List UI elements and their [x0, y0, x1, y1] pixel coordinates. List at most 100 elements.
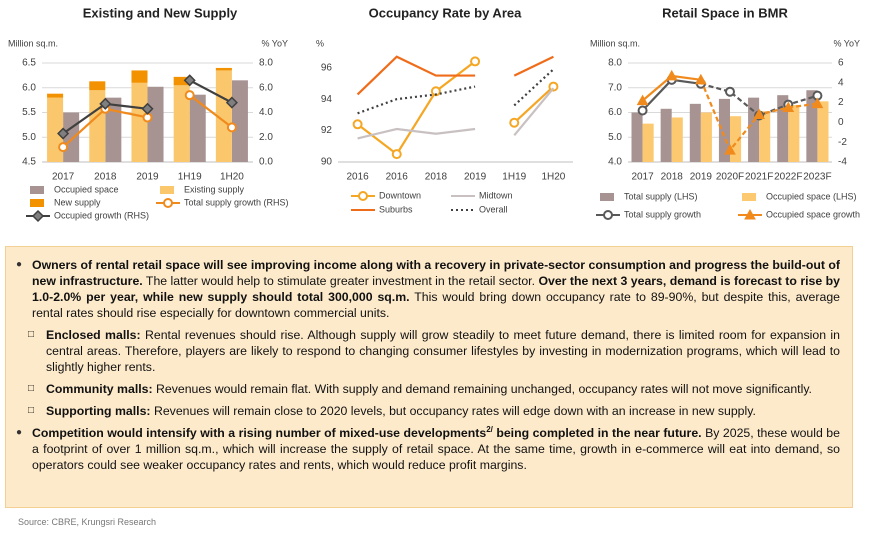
y2-tick-label: 2 [838, 97, 844, 108]
y2-tick-label: 6.0 [259, 82, 273, 93]
bar [817, 101, 829, 162]
sub-bullet: Supporting malls: Revenues will remain c… [18, 403, 840, 419]
y-tick-label: 4.5 [22, 157, 36, 168]
x-tick-label: 2016 [386, 172, 409, 183]
bar [730, 116, 742, 162]
line [189, 79, 233, 104]
text-run: The latter would help to stimulate great… [142, 274, 539, 288]
text-run: Rental revenues should rise. Although su… [46, 328, 840, 374]
line [513, 85, 555, 124]
x-tick-label: 2018 [425, 172, 448, 183]
marker [226, 122, 237, 133]
marker [358, 191, 368, 201]
y-tick-label: 4.0 [608, 157, 622, 168]
x-tick-label: 1H20 [220, 172, 244, 183]
marker [470, 56, 481, 67]
chart-title: Occupancy Rate by Area [369, 5, 522, 20]
text-run: Supporting malls: [46, 404, 151, 418]
y-tick-label: 94 [321, 94, 333, 105]
bar [189, 94, 206, 162]
y2-tick-label: 4 [838, 77, 844, 88]
y-tick-label: 5.0 [608, 132, 622, 143]
legend-label: Suburbs [379, 204, 413, 214]
legend-swatch [160, 186, 174, 194]
legend-swatch [30, 186, 44, 194]
y2-tick-label: 8.0 [259, 58, 273, 69]
marker [183, 74, 196, 87]
bar [660, 108, 672, 162]
bar [173, 85, 190, 162]
y2-axis-label: % YoY [833, 38, 860, 48]
sub-bullet: Community malls: Revenues would remain f… [18, 381, 840, 397]
bar [700, 112, 712, 162]
bar [748, 97, 760, 162]
text-run: 2/ [486, 424, 493, 434]
marker [782, 101, 795, 113]
bullet: Owners of rental retail space will see i… [16, 257, 840, 321]
y-tick-label: 90 [321, 157, 333, 168]
x-tick-label: 2017 [52, 172, 75, 183]
y-axis-label: Million sq.m. [8, 38, 58, 48]
y-tick-label: 6.0 [608, 107, 622, 118]
y-tick-label: 5.5 [22, 107, 36, 118]
x-tick-label: 2021F [745, 172, 773, 183]
text-run: Community malls: [46, 382, 153, 396]
text-run: Revenues will remain close to 2020 level… [150, 404, 756, 418]
text-run: Enclosed malls: [46, 328, 141, 342]
y-axis-label: Million sq.m. [590, 38, 640, 48]
line [513, 55, 554, 77]
marker [99, 97, 112, 110]
legend-label: Total supply (LHS) [624, 191, 698, 201]
legend-label: Total supply growth [624, 209, 701, 219]
bar [215, 70, 232, 162]
x-tick-label: 2019 [690, 172, 713, 183]
bar [147, 86, 164, 162]
x-tick-label: 2019 [464, 172, 487, 183]
y-axis-label: % [316, 38, 324, 48]
legend-label: Existing supply [184, 184, 245, 194]
y2-tick-label: 4.0 [259, 107, 273, 118]
text-run: This would bring down occupancy rate to … [32, 290, 841, 320]
chart-title: Retail Space in BMR [662, 5, 788, 20]
marker [509, 117, 520, 128]
x-tick-label: 2018 [94, 172, 117, 183]
legend-swatch [600, 193, 614, 201]
y-tick-label: 6.0 [22, 82, 36, 93]
text-box: Owners of rental retail space will see i… [5, 246, 853, 508]
bar [806, 90, 818, 162]
legend-label: Occupied space [54, 184, 119, 194]
text-run: Over the next 3 years, demand is forecas… [32, 274, 840, 304]
bar [173, 76, 190, 86]
marker [636, 94, 649, 106]
legend-label: Midtown [479, 190, 513, 200]
x-tick-label: 2016 [346, 172, 369, 183]
y-tick-label: 5.0 [22, 132, 36, 143]
line [513, 68, 555, 107]
x-tick-label: 1H20 [541, 172, 565, 183]
bar [631, 112, 643, 162]
bar [63, 112, 80, 162]
bar [777, 95, 789, 162]
line [356, 55, 476, 96]
bar [131, 70, 148, 83]
y-tick-label: 92 [321, 125, 333, 136]
bar [47, 97, 64, 162]
text-run: Competition would intensify with a risin… [32, 426, 487, 440]
marker [184, 90, 195, 101]
bullet: Competition would intensify with a risin… [16, 425, 840, 473]
y2-tick-label: -4 [838, 157, 847, 168]
text-run: Revenues would remain flat. With supply … [152, 382, 812, 396]
y-tick-label: 8.0 [608, 58, 622, 69]
text-run: Owners of rental retail space will see i… [32, 258, 840, 288]
legend-label: Occupied space (LHS) [766, 191, 857, 201]
marker [724, 144, 736, 155]
y2-tick-label: 0.0 [259, 157, 273, 168]
x-tick-label: 1H19 [178, 172, 202, 183]
text-run: By 2025, these would be a footprint of o… [32, 426, 840, 472]
bar [47, 93, 64, 98]
source: Source: CBRE, Krungsri Research [18, 517, 157, 527]
legend-label: Downtown [379, 190, 421, 200]
y-tick-label: 96 [321, 62, 333, 73]
legend-label: Total supply growth (RHS) [184, 197, 289, 207]
